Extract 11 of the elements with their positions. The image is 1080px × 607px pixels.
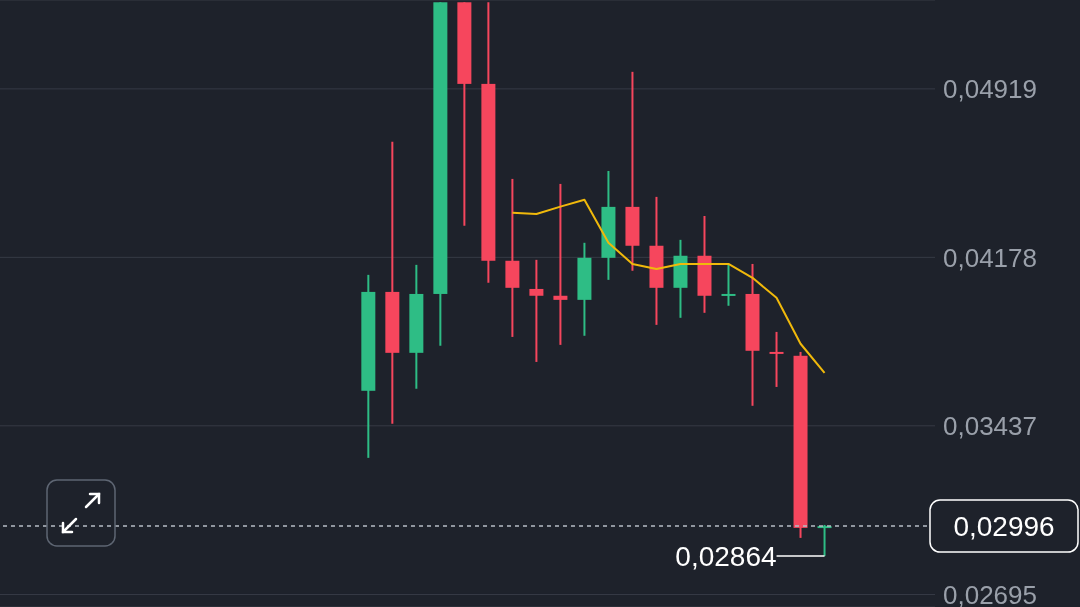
y-tick-label: 0,04178	[943, 242, 1037, 273]
y-tick-label: 0,03437	[943, 411, 1037, 442]
candlestick	[769, 330, 784, 388]
candlestick	[529, 258, 544, 363]
line-series	[511, 198, 826, 374]
y-tick-label: 0,02695	[943, 579, 1037, 607]
y-tick-label: 0,04919	[943, 74, 1037, 105]
annotation: 0,02864	[675, 540, 777, 572]
ref-line-label: 0,02996	[953, 510, 1055, 542]
candlestick	[721, 262, 736, 307]
candlestick	[553, 182, 568, 346]
